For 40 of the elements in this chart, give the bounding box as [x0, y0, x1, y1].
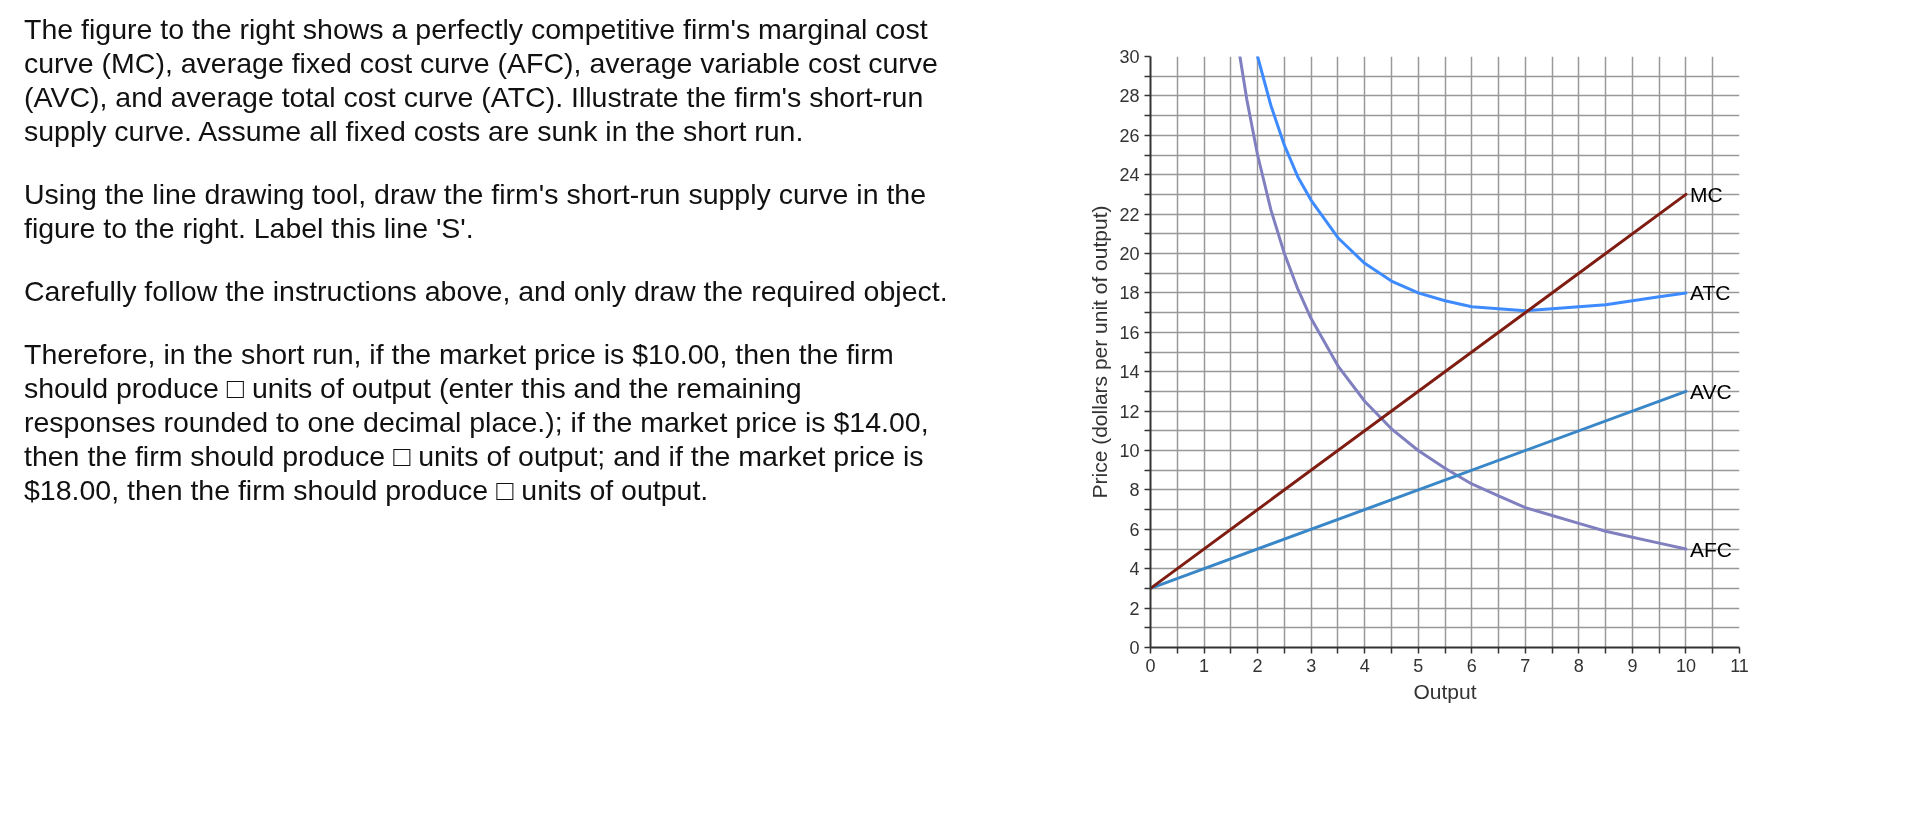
- x-tick-label: 10: [1675, 655, 1696, 676]
- y-tick-label: 12: [1119, 401, 1140, 422]
- y-tick-label: 14: [1119, 362, 1140, 383]
- y-tick-label: 8: [1129, 480, 1140, 501]
- x-tick-label: 1: [1199, 655, 1210, 676]
- x-tick-label: 2: [1252, 655, 1263, 676]
- line-series: [1256, 56, 1688, 313]
- x-tick-label: 3: [1306, 655, 1317, 676]
- line-series: [1238, 56, 1688, 551]
- x-tick-label: 11: [1730, 655, 1749, 676]
- text: Carefully follow the instructions above, and only draw the required object.: [24, 274, 948, 308]
- series-label: MC: [1689, 182, 1723, 206]
- x-axis-title: Output: [1413, 679, 1477, 703]
- x-tick-label: 0: [1145, 655, 1156, 676]
- y-tick-label: 30: [1119, 47, 1140, 67]
- text: Therefore, in the short run, if the market price is $10.00, then the firm should produce □ units of output (enter this and the remaining responses rounded to one decimal place.); if the market price is $14.00, then the firm should produce □ units of output; and if the market price is $18.00, then the firm should produce □ units of output.: [24, 337, 930, 507]
- text: Using the line drawing tool, draw the firm's short-run supply curve in the figure to the right. Label this line 'S'.: [24, 177, 928, 245]
- x-tick-label: 4: [1359, 655, 1370, 676]
- y-tick-label: 22: [1119, 204, 1140, 225]
- series-label: AVC: [1689, 379, 1732, 403]
- y-tick-label: 24: [1119, 165, 1140, 186]
- y-tick-label: 26: [1119, 125, 1140, 146]
- y-tick-label: 4: [1129, 559, 1140, 580]
- x-tick-label: 6: [1466, 655, 1477, 676]
- y-tick-label: 2: [1129, 598, 1140, 619]
- x-tick-label: 7: [1520, 655, 1531, 676]
- x-tick-label: 9: [1627, 655, 1638, 676]
- y-tick-label: 10: [1119, 441, 1140, 461]
- text: The figure to the right shows a perfectly competitive firm's marginal cost curve (MC), average fixed cost curve (AFC), average variable cost curve (AVC), and average total cost curve (ATC). Illustrate the firm's short-run supply curve. Assume all fixed costs are sunk in the short run.: [24, 12, 939, 148]
- x-tick-label: 5: [1413, 655, 1424, 676]
- y-tick-label: 20: [1119, 244, 1140, 264]
- y-tick-label: 0: [1129, 638, 1140, 658]
- series-label: ATC: [1689, 281, 1731, 305]
- series-label: AFC: [1689, 537, 1732, 561]
- y-tick-label: 16: [1119, 322, 1140, 343]
- y-tick-label: 6: [1129, 519, 1140, 540]
- x-tick-label: 8: [1573, 655, 1584, 676]
- y-axis-title: Price (dollars per unit of output): [1088, 205, 1112, 499]
- y-tick-label: 28: [1119, 86, 1140, 107]
- y-tick-label: 18: [1119, 283, 1140, 304]
